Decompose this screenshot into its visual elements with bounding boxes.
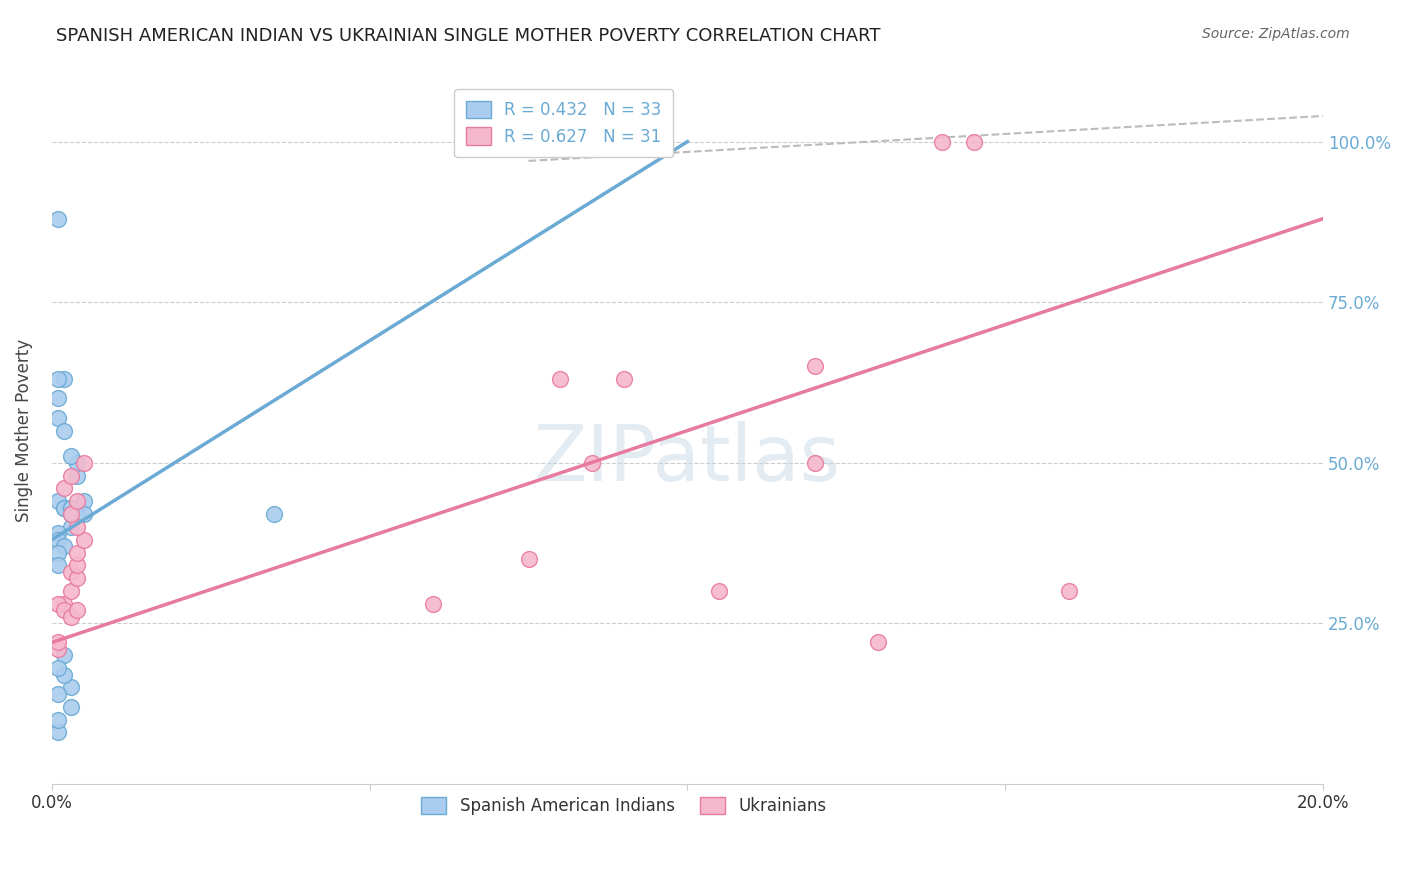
Point: [59, 450, 82, 464]
Point: [53, 500, 76, 515]
Point: [53, 539, 76, 553]
Point: [53, 648, 76, 663]
Point: [66, 456, 89, 470]
Point: [46, 372, 69, 386]
Point: [931, 135, 953, 149]
Point: [72, 507, 94, 521]
Point: [868, 635, 890, 649]
Point: [46, 410, 69, 425]
Point: [59, 500, 82, 515]
Point: [709, 584, 731, 599]
Point: [53, 424, 76, 438]
Point: [46, 725, 69, 739]
Point: [550, 372, 572, 386]
Point: [46, 392, 69, 406]
Point: [59, 681, 82, 695]
Point: [46, 687, 69, 701]
Point: [46, 641, 69, 656]
Point: [59, 565, 82, 579]
Point: [803, 359, 825, 374]
Point: [72, 456, 94, 470]
Point: [59, 584, 82, 599]
Point: [59, 500, 82, 515]
Point: [962, 135, 984, 149]
Legend: Spanish American Indians, Ukrainians: Spanish American Indians, Ukrainians: [412, 787, 837, 825]
Point: [66, 558, 89, 573]
Point: [581, 456, 603, 470]
Point: [263, 507, 285, 521]
Point: [46, 526, 69, 541]
Point: [46, 533, 69, 547]
Point: [517, 552, 540, 566]
Point: [66, 520, 89, 534]
Point: [66, 603, 89, 617]
Point: [46, 597, 69, 611]
Point: [59, 507, 82, 521]
Point: [422, 597, 444, 611]
Point: [59, 507, 82, 521]
Point: [613, 372, 636, 386]
Point: [66, 571, 89, 585]
Point: [59, 520, 82, 534]
Point: [46, 545, 69, 559]
Text: ZIPatlas: ZIPatlas: [534, 421, 841, 497]
Point: [59, 609, 82, 624]
Point: [66, 545, 89, 559]
Point: [53, 667, 76, 681]
Text: SPANISH AMERICAN INDIAN VS UKRAINIAN SINGLE MOTHER POVERTY CORRELATION CHART: SPANISH AMERICAN INDIAN VS UKRAINIAN SIN…: [56, 27, 880, 45]
Point: [66, 468, 89, 483]
Point: [59, 699, 82, 714]
Point: [46, 211, 69, 226]
Point: [53, 597, 76, 611]
Point: [59, 468, 82, 483]
Point: [1057, 584, 1080, 599]
Point: [53, 482, 76, 496]
Point: [46, 558, 69, 573]
Point: [66, 507, 89, 521]
Y-axis label: Single Mother Poverty: Single Mother Poverty: [15, 339, 32, 522]
Point: [46, 494, 69, 508]
Point: [72, 494, 94, 508]
Point: [46, 713, 69, 727]
Point: [803, 456, 825, 470]
Point: [53, 603, 76, 617]
Point: [66, 494, 89, 508]
Point: [53, 500, 76, 515]
Point: [46, 635, 69, 649]
Point: [72, 533, 94, 547]
Point: [46, 661, 69, 675]
Text: Source: ZipAtlas.com: Source: ZipAtlas.com: [1202, 27, 1350, 41]
Point: [53, 372, 76, 386]
